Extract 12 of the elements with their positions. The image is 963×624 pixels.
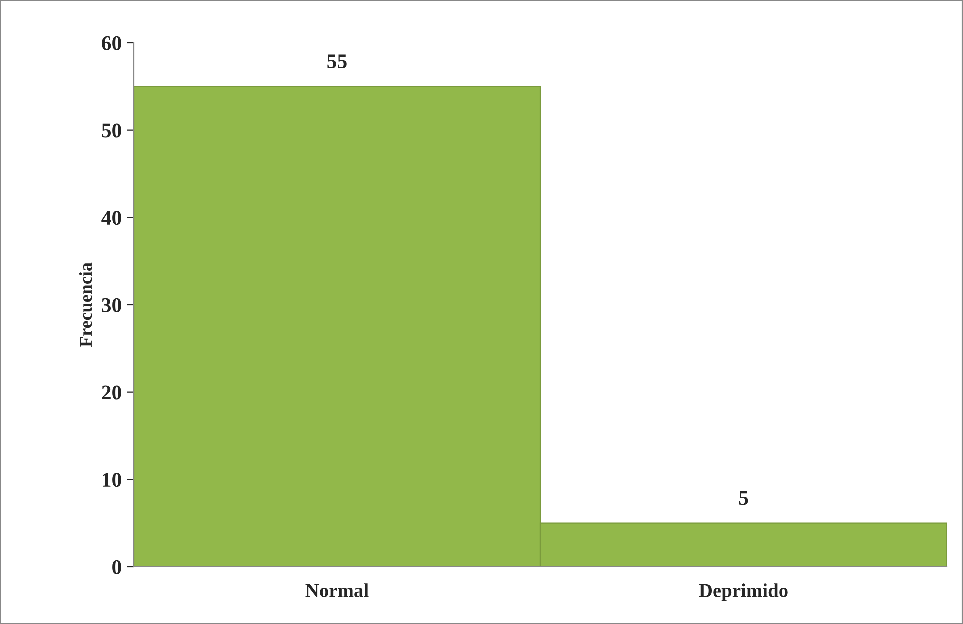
y-tick-label: 30: [102, 298, 122, 312]
x-tick-label: Deprimido: [699, 584, 788, 602]
y-tick-label: 60: [102, 36, 122, 50]
y-tick-label: 40: [102, 211, 122, 226]
data-label: 55: [328, 54, 347, 69]
y-tick-label: 50: [102, 124, 122, 138]
x-tick-label: Normal: [306, 584, 369, 598]
y-tick-label: 0: [112, 560, 122, 574]
data-label: 5: [739, 491, 748, 506]
y-axis-title: Frecuencia: [79, 262, 92, 348]
y-tick-label: 10: [103, 473, 122, 488]
y-tick-label: 20: [102, 386, 122, 400]
